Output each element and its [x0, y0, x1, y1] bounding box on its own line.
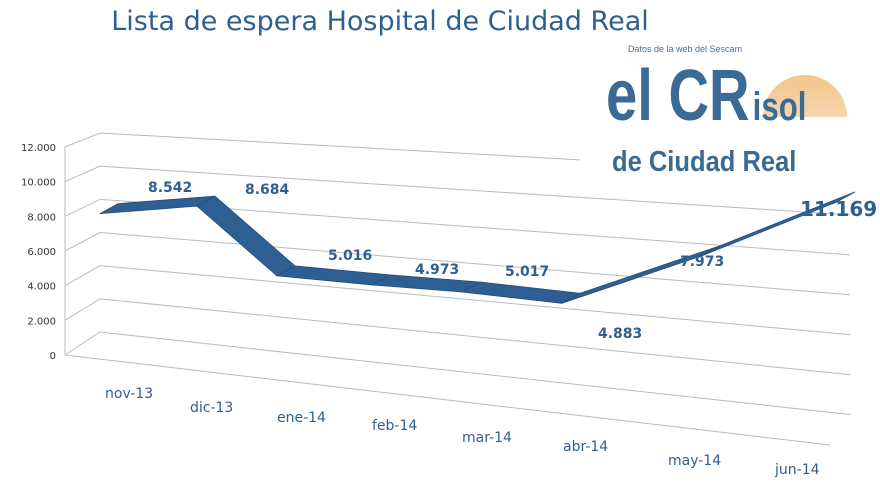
chart-subtitle: Datos de la web del Sescam	[628, 44, 743, 54]
gridline	[64, 331, 851, 415]
data-label: 11.169	[800, 197, 877, 221]
logo: el CRisol	[606, 60, 807, 132]
y-tick-label: 6.000	[27, 247, 56, 258]
logo-text-big: el CR	[606, 56, 750, 136]
gridline	[64, 265, 851, 336]
gridline	[64, 165, 851, 216]
y-tick-label: 4.000	[27, 282, 56, 293]
logo-subtitle: de Ciudad Real	[612, 146, 797, 178]
data-label: 4.883	[598, 326, 642, 342]
x-tick-label: abr-14	[563, 439, 608, 455]
y-tick-label: 10.000	[21, 178, 56, 189]
gridline	[64, 231, 851, 296]
chart-title: Lista de espera Hospital de Ciudad Real	[111, 6, 649, 37]
y-tick-label: 12.000	[21, 143, 56, 154]
data-label: 4.973	[415, 262, 459, 278]
ribbon-segment	[196, 195, 296, 277]
data-label: 8.542	[148, 180, 192, 196]
gridline	[64, 132, 581, 161]
gridline	[64, 298, 851, 376]
x-tick-label: may-14	[668, 453, 721, 469]
x-tick-label: nov-13	[105, 386, 153, 402]
data-label: 7.973	[680, 254, 724, 270]
x-tick-label: ene-14	[277, 410, 326, 426]
x-axis	[64, 354, 831, 446]
y-tick-label: 2.000	[27, 316, 56, 327]
x-tick-label: feb-14	[372, 418, 417, 434]
gridline	[64, 198, 851, 256]
x-tick-label: dic-13	[190, 400, 233, 416]
ribbon-segment	[99, 195, 216, 215]
logo-text-small: isol	[752, 85, 807, 129]
data-label: 5.016	[328, 248, 372, 264]
ribbon-segment	[701, 191, 856, 257]
ribbon-segment	[460, 281, 582, 304]
y-tick-label: 0	[50, 351, 56, 362]
data-label: 8.684	[245, 182, 290, 198]
y-tick-label: 8.000	[27, 212, 56, 223]
x-tick-label: jun-14	[774, 462, 820, 478]
x-tick-label: mar-14	[462, 430, 512, 446]
ribbon-segment	[275, 265, 392, 286]
data-label: 5.017	[505, 264, 549, 280]
